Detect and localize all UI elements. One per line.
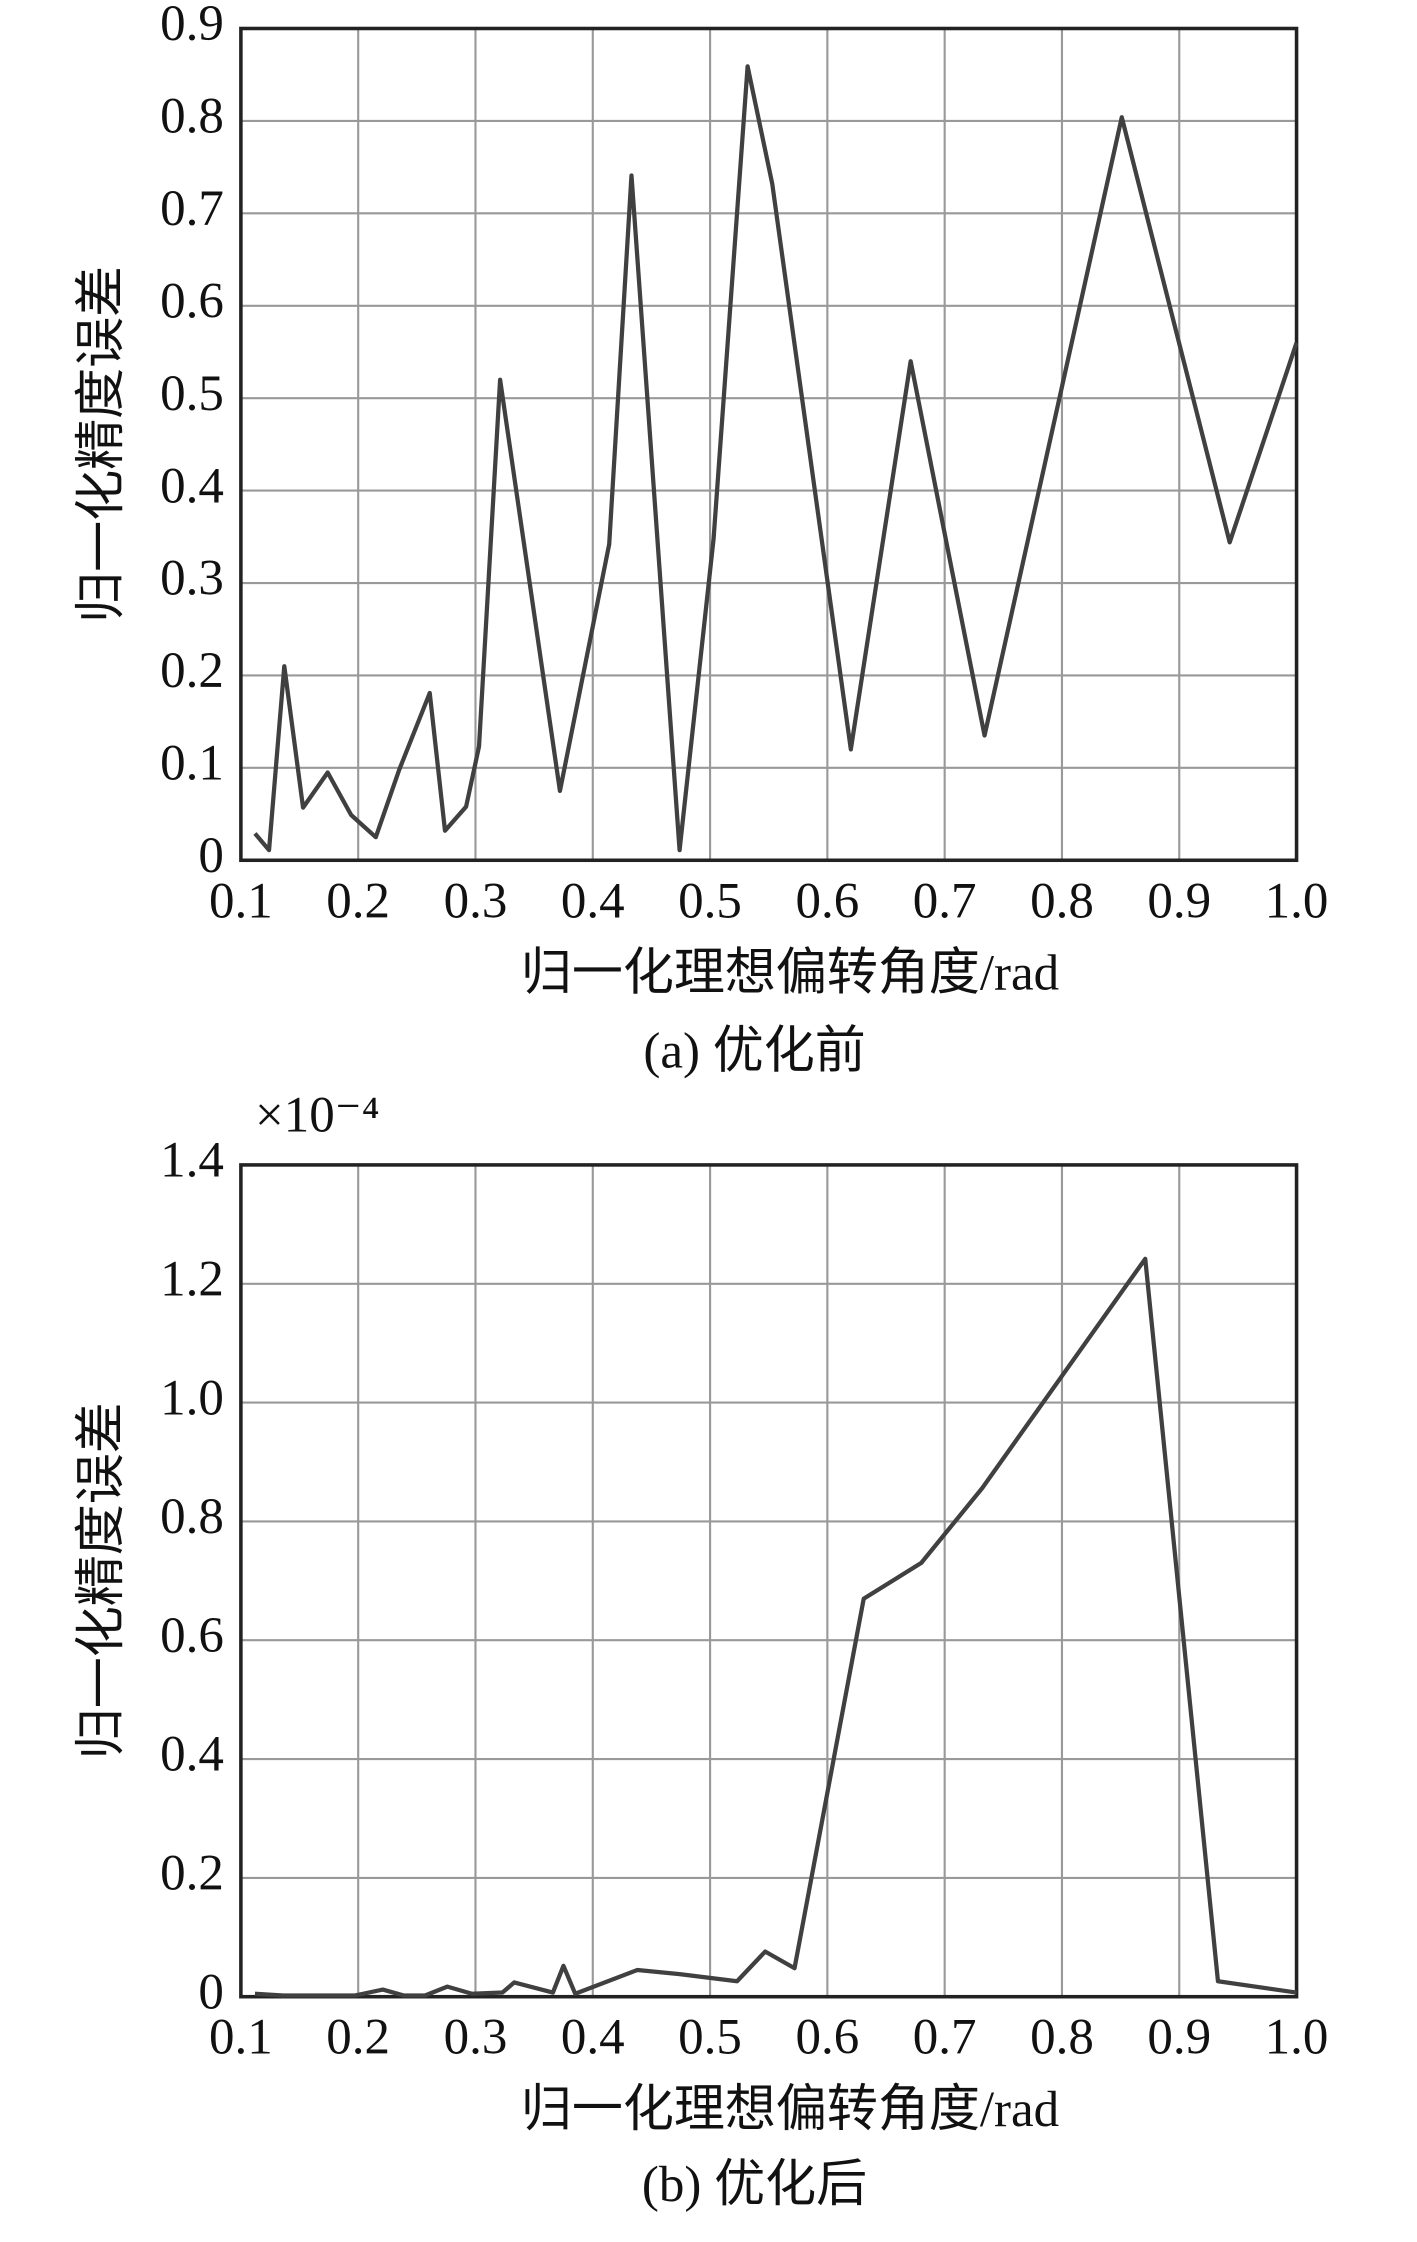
y-tick-label: 0.2 [160, 1846, 224, 1902]
x-tick-label: 0.3 [444, 873, 508, 929]
y-tick-label: 0 [198, 828, 223, 884]
x-tick-label: 0.8 [1030, 2010, 1094, 2066]
x-tick-label: 1.0 [1265, 2010, 1329, 2066]
x-tick-label: 0.3 [444, 2010, 508, 2066]
y-tick-label: 0.2 [160, 643, 224, 699]
y-tick-label: 1.0 [160, 1370, 224, 1426]
data-line [254, 1256, 1297, 1998]
data-line [253, 64, 1299, 853]
x-tick-label: 0.9 [1147, 873, 1211, 929]
caption: (b) 优化后 [642, 2157, 867, 2213]
y-tick-label: 0.5 [160, 366, 224, 422]
x-tick-label: 0.8 [1030, 873, 1094, 929]
y-tick-label: 0.3 [160, 551, 224, 607]
x-tick-label: 0.7 [913, 873, 977, 929]
plot-frame [239, 26, 1299, 863]
x-tick-label: 0.5 [678, 2010, 742, 2066]
x-tick-label: 1.0 [1265, 873, 1329, 929]
y-axis-label: 归一化精度误差 [74, 266, 130, 623]
x-tick-label: 0.9 [1147, 2010, 1211, 2066]
axis-multiplier: ×10⁻⁴ [255, 1087, 379, 1143]
y-tick-label: 1.4 [160, 1133, 224, 1189]
x-tick-label: 0.6 [795, 873, 859, 929]
y-tick-label: 0.9 [160, 0, 224, 52]
x-tick-label: 0.7 [913, 2010, 977, 2066]
x-tick-label: 0.6 [795, 2010, 859, 2066]
y-tick-label: 0.6 [160, 273, 224, 329]
y-tick-label: 0.7 [160, 181, 224, 237]
y-tick-label: 0 [198, 1964, 223, 2020]
y-axis-label: 归一化精度误差 [74, 1402, 130, 1759]
y-tick-label: 0.4 [160, 458, 224, 514]
y-tick-label: 0.1 [160, 736, 224, 792]
x-axis-label: 归一化理想偏转角度/rad [521, 946, 1059, 1002]
x-tick-label: 0.1 [209, 2010, 273, 2066]
x-tick-label: 0.2 [326, 2010, 390, 2066]
y-tick-label: 0.4 [160, 1727, 224, 1783]
x-tick-label: 0.4 [561, 2010, 625, 2066]
x-tick-label: 0.2 [326, 873, 390, 929]
x-tick-label: 0.1 [209, 873, 273, 929]
y-tick-label: 0.8 [160, 89, 224, 145]
y-tick-label: 0.8 [160, 1489, 224, 1545]
x-axis-label: 归一化理想偏转角度/rad [521, 2082, 1059, 2138]
caption: (a) 优化前 [643, 1024, 865, 1080]
plot-frame [239, 1163, 1299, 1999]
x-tick-label: 0.5 [678, 873, 742, 929]
x-tick-label: 0.4 [561, 873, 625, 929]
y-tick-label: 0.6 [160, 1608, 224, 1664]
y-tick-label: 1.2 [160, 1251, 224, 1307]
